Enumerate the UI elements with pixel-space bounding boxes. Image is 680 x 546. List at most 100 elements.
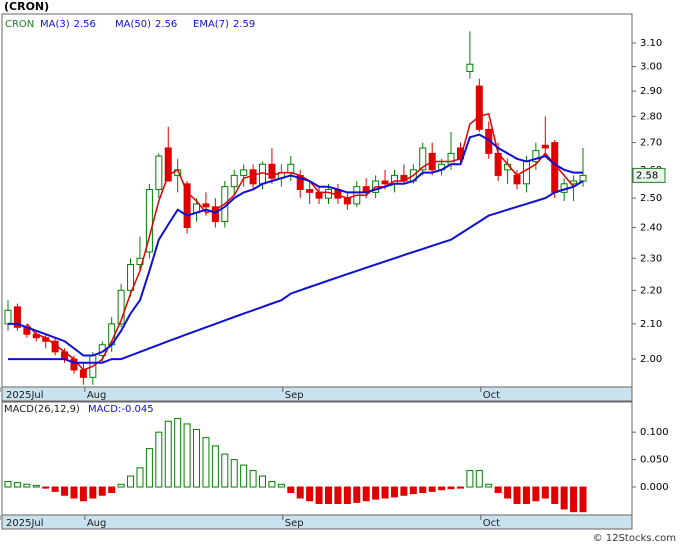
candle-body <box>164 147 172 182</box>
macd-bar <box>13 482 21 488</box>
macd-bar <box>89 486 97 499</box>
macd-bar <box>315 486 323 504</box>
legend-entry: EMA(7) 2.59 <box>193 19 255 30</box>
macd-bar <box>324 486 332 504</box>
y-tick-label: 0.050 <box>640 455 669 466</box>
legend-name: MA(3) <box>40 19 70 30</box>
macd-bar <box>268 481 276 488</box>
legend-entry: MA(3) 2.56 <box>40 19 96 30</box>
date-band <box>1 386 633 402</box>
macd-bar <box>560 486 568 510</box>
macd-bar <box>32 484 40 488</box>
macd-bar <box>513 486 521 504</box>
ma-line <box>26 112 584 371</box>
x-tick-label: Sep <box>285 390 304 401</box>
macd-label: MACD: <box>88 404 121 415</box>
legend-value: 2.59 <box>233 19 255 30</box>
macd-bar <box>532 486 540 502</box>
macd-bar <box>42 486 50 489</box>
macd-bar <box>296 486 304 499</box>
candle-body <box>541 144 549 149</box>
candle-body <box>268 163 276 179</box>
macd-value: MACD:-0.045 <box>88 404 154 415</box>
y-tick-label: 2.70 <box>640 138 662 149</box>
last-price-box <box>632 167 666 183</box>
x-tick-label: Oct <box>483 518 500 529</box>
macd-bar <box>108 486 116 494</box>
macd-bar <box>494 486 502 494</box>
y-tick-label: 3.10 <box>640 38 662 49</box>
macd-bar <box>98 486 106 496</box>
macd-bar <box>259 475 267 488</box>
legend-entry: MA(50) 2.56 <box>115 19 177 30</box>
candle-body <box>447 152 455 165</box>
ticker: CRON <box>5 19 34 30</box>
ma-line <box>8 180 584 364</box>
y-tick-label: 2.20 <box>640 285 662 296</box>
macd-bar <box>504 486 512 499</box>
candle-body <box>522 161 530 185</box>
macd-bar <box>343 486 351 504</box>
x-tick-label: Oct <box>483 390 500 401</box>
macd-bar <box>79 486 87 502</box>
macd-bar <box>485 483 493 488</box>
chart-title: (CRON) <box>4 0 49 13</box>
macd-bar <box>230 459 238 488</box>
candle-body <box>306 189 314 193</box>
ma-line <box>8 133 583 357</box>
candle-body <box>127 264 135 291</box>
macd-bar <box>174 417 182 488</box>
macd-bar <box>334 486 342 504</box>
macd-bar <box>353 486 361 503</box>
y-tick-label: 2.80 <box>640 111 662 122</box>
candle-body <box>145 189 153 253</box>
macd-bar <box>183 423 191 488</box>
candle-body <box>259 163 267 185</box>
macd-bar <box>409 486 417 495</box>
y-tick-label: 2.90 <box>640 86 662 97</box>
legend-value: 2.56 <box>155 19 177 30</box>
candle-body <box>324 189 332 199</box>
y-tick-label: 2.10 <box>640 319 662 330</box>
macd-bar <box>475 470 483 488</box>
y-tick-label: 3.00 <box>640 62 662 73</box>
candle-body <box>579 174 587 182</box>
candle-body <box>513 174 521 185</box>
price-panel <box>1 13 633 388</box>
macd-bar <box>202 437 210 488</box>
candle-body <box>419 147 427 171</box>
candle-body <box>183 183 191 229</box>
legend-name: EMA(7) <box>193 19 229 30</box>
last-price: 2.58 <box>636 170 658 181</box>
macd-bar <box>287 486 295 494</box>
macd-bar <box>211 445 219 488</box>
candle-body <box>381 180 389 185</box>
x-tick-label: Sep <box>285 518 304 529</box>
candle-body <box>202 203 210 208</box>
macd-bar <box>390 486 398 498</box>
y-tick-label: 0.100 <box>640 427 669 438</box>
footer: © 12Stocks.com <box>593 533 676 544</box>
candle-body <box>475 85 483 130</box>
x-tick-label: 2025Jul <box>6 390 44 401</box>
candle-body <box>532 150 540 163</box>
macd-bar <box>428 486 436 492</box>
macd-title: MACD(26,12,9) <box>4 404 80 415</box>
macd-bar <box>306 486 314 502</box>
candle-body <box>315 191 323 199</box>
macd-bar <box>372 486 380 500</box>
candle-body <box>466 63 474 72</box>
macd-bar <box>447 486 455 490</box>
macd-bar <box>127 475 135 488</box>
y-tick-label: 2.40 <box>640 223 662 234</box>
macd-bar <box>541 486 549 499</box>
macd-bar <box>136 467 144 488</box>
macd-number: -0.045 <box>121 404 153 415</box>
date-band <box>1 514 633 530</box>
macd-bar <box>551 486 559 504</box>
macd-bar <box>164 420 172 488</box>
candle-body <box>343 197 351 205</box>
macd-bar <box>23 483 31 488</box>
